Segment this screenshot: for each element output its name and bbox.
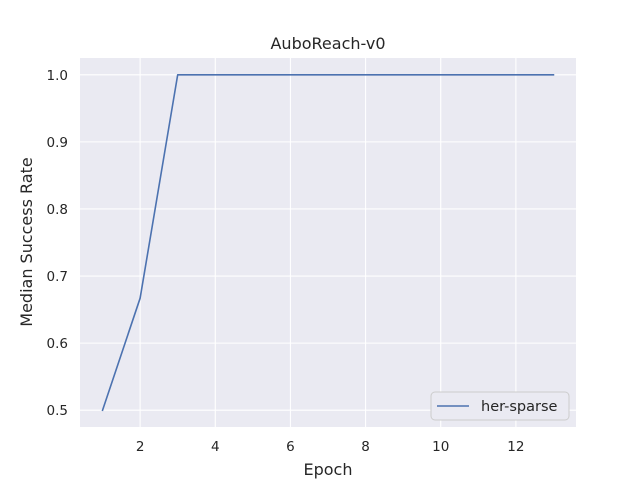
grid-lines (80, 58, 576, 427)
series-line-her-sparse (101, 73, 555, 412)
y-axis-label: Median Success Rate (17, 157, 36, 326)
legend-entry-her-sparse: her-sparse (481, 399, 558, 415)
legend: her-sparse (430, 391, 570, 421)
x-tick-label: 6 (286, 439, 295, 455)
y-tick-label: 0.8 (47, 202, 68, 218)
x-axis-ticks: 2 4 6 8 10 12 (136, 439, 525, 455)
x-tick-label: 4 (211, 439, 220, 455)
x-tick-label: 10 (432, 439, 449, 455)
chart-title: AuboReach-v0 (270, 34, 385, 53)
y-tick-label: 1.0 (47, 68, 68, 84)
y-tick-label: 0.5 (47, 403, 68, 419)
legend-box (430, 391, 570, 421)
x-tick-label: 2 (136, 439, 145, 455)
x-tick-label: 12 (507, 439, 524, 455)
y-tick-label: 0.6 (47, 336, 68, 352)
y-tick-label: 0.9 (47, 135, 68, 151)
plot-area (80, 58, 576, 427)
y-axis-ticks: 0.5 0.6 0.7 0.8 0.9 1.0 (47, 68, 68, 419)
series-layer (101, 73, 555, 412)
x-tick-label: 8 (361, 439, 370, 455)
x-axis-label: Epoch (304, 460, 353, 479)
y-tick-label: 0.7 (47, 269, 68, 285)
